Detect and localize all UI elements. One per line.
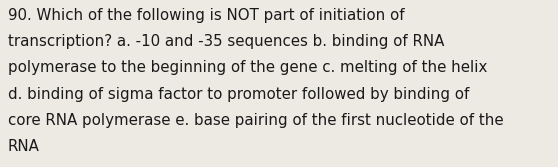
Text: RNA: RNA xyxy=(8,139,40,154)
Text: transcription? a. -10 and -35 sequences b. binding of RNA: transcription? a. -10 and -35 sequences … xyxy=(8,34,444,49)
Text: 90. Which of the following is NOT part of initiation of: 90. Which of the following is NOT part o… xyxy=(8,8,405,23)
Text: core RNA polymerase e. base pairing of the first nucleotide of the: core RNA polymerase e. base pairing of t… xyxy=(8,113,503,128)
Text: polymerase to the beginning of the gene c. melting of the helix: polymerase to the beginning of the gene … xyxy=(8,60,487,75)
Text: d. binding of sigma factor to promoter followed by binding of: d. binding of sigma factor to promoter f… xyxy=(8,87,469,102)
